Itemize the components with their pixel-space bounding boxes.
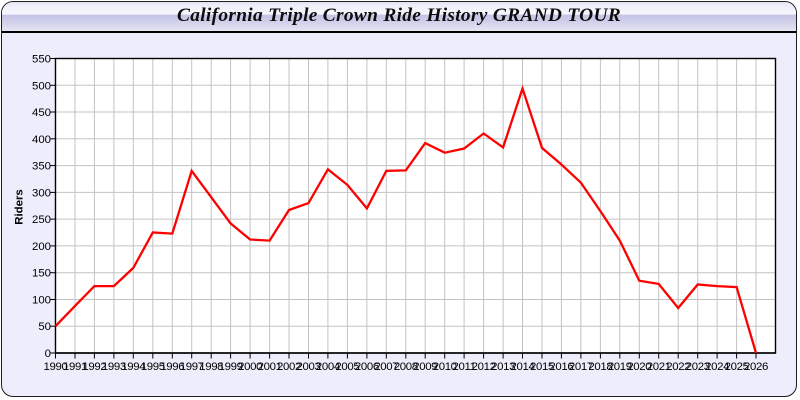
svg-text:200: 200 bbox=[32, 241, 51, 253]
svg-text:2019: 2019 bbox=[608, 361, 632, 373]
svg-text:2017: 2017 bbox=[569, 361, 593, 373]
svg-text:2002: 2002 bbox=[277, 361, 301, 373]
svg-text:1992: 1992 bbox=[82, 361, 106, 373]
svg-text:2013: 2013 bbox=[491, 361, 515, 373]
svg-text:2026: 2026 bbox=[744, 361, 768, 373]
svg-text:450: 450 bbox=[32, 107, 51, 119]
svg-text:Riders: Riders bbox=[14, 189, 26, 224]
svg-text:1995: 1995 bbox=[141, 361, 165, 373]
svg-text:2006: 2006 bbox=[355, 361, 379, 373]
svg-text:2021: 2021 bbox=[647, 361, 671, 373]
svg-text:250: 250 bbox=[32, 214, 51, 226]
svg-text:2016: 2016 bbox=[549, 361, 573, 373]
svg-text:1998: 1998 bbox=[199, 361, 223, 373]
svg-text:2020: 2020 bbox=[627, 361, 651, 373]
svg-text:300: 300 bbox=[32, 187, 51, 199]
svg-text:500: 500 bbox=[32, 80, 51, 92]
svg-text:1994: 1994 bbox=[121, 361, 145, 373]
svg-text:2010: 2010 bbox=[433, 361, 457, 373]
svg-text:2015: 2015 bbox=[530, 361, 554, 373]
svg-text:50: 50 bbox=[38, 321, 51, 333]
svg-text:2012: 2012 bbox=[472, 361, 496, 373]
svg-text:2023: 2023 bbox=[686, 361, 710, 373]
svg-text:1997: 1997 bbox=[180, 361, 204, 373]
svg-text:400: 400 bbox=[32, 134, 51, 146]
svg-text:2014: 2014 bbox=[511, 361, 535, 373]
svg-text:2022: 2022 bbox=[666, 361, 690, 373]
svg-text:2004: 2004 bbox=[316, 361, 340, 373]
svg-text:2008: 2008 bbox=[394, 361, 418, 373]
svg-text:2009: 2009 bbox=[413, 361, 437, 373]
svg-text:2018: 2018 bbox=[588, 361, 612, 373]
svg-text:2007: 2007 bbox=[374, 361, 398, 373]
svg-text:1999: 1999 bbox=[219, 361, 243, 373]
svg-text:2005: 2005 bbox=[335, 361, 359, 373]
svg-text:2000: 2000 bbox=[238, 361, 262, 373]
svg-text:2001: 2001 bbox=[258, 361, 282, 373]
svg-text:150: 150 bbox=[32, 268, 51, 280]
svg-text:0: 0 bbox=[45, 348, 51, 360]
svg-text:350: 350 bbox=[32, 161, 51, 173]
svg-text:550: 550 bbox=[32, 54, 51, 66]
svg-text:1993: 1993 bbox=[102, 361, 126, 373]
svg-text:2011: 2011 bbox=[453, 361, 476, 373]
svg-text:1996: 1996 bbox=[160, 361, 184, 373]
svg-text:2025: 2025 bbox=[725, 361, 749, 373]
svg-text:2003: 2003 bbox=[297, 361, 321, 373]
svg-text:100: 100 bbox=[32, 295, 51, 307]
svg-text:1990: 1990 bbox=[44, 361, 68, 373]
svg-text:2024: 2024 bbox=[705, 361, 729, 373]
svg-text:1991: 1991 bbox=[63, 361, 87, 373]
